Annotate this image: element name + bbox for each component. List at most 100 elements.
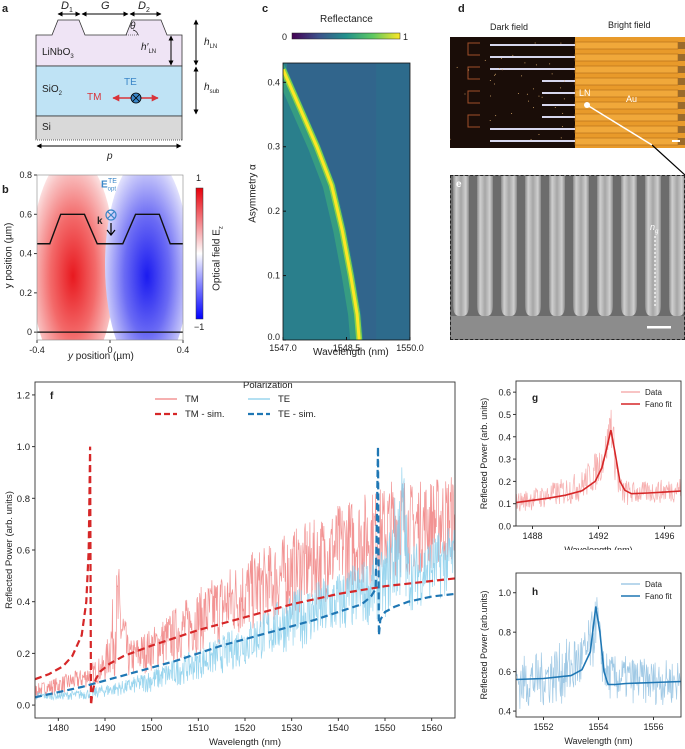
- dust-speck: [495, 115, 497, 117]
- te-field-out-of-plane-icon: [105, 209, 117, 221]
- dust-speck: [521, 75, 523, 77]
- gold-electrode-finger: [574, 53, 679, 62]
- x-axis-label: Wavelength (nm): [564, 736, 632, 746]
- electrode-pad: [678, 90, 685, 97]
- x-tick-label: 1510: [188, 723, 209, 734]
- electrode-pad: [678, 66, 685, 73]
- device-cross-section-diagram: [35, 11, 199, 149]
- scale-bar: [672, 140, 680, 142]
- x-tick-label: 1552: [533, 722, 553, 732]
- field-colorbar-max: 1: [196, 173, 202, 183]
- x-tick-label: 1540: [328, 723, 349, 734]
- k-vector-label: k: [97, 216, 103, 227]
- x-tick-label: 1560: [421, 723, 442, 734]
- legend-entry: TE - sim.: [278, 409, 316, 420]
- linbo3-label: LiNbO3: [42, 47, 74, 60]
- dust-speck: [450, 138, 451, 140]
- dust-speck: [535, 64, 537, 66]
- electrode-outline: [467, 90, 480, 104]
- dark-field-label: Dark field: [490, 22, 529, 32]
- y-axis-label: Reflected Power (arb. units): [4, 491, 15, 609]
- ln-waveguide-dark-field: [542, 116, 575, 118]
- sem-image: [450, 175, 685, 340]
- series-data-line: [516, 409, 681, 512]
- ng-label: ng: [650, 222, 659, 235]
- electrode-pad: [678, 54, 685, 61]
- te-label: TE: [124, 77, 137, 88]
- legend-entry: Data: [645, 580, 662, 589]
- x-tick-label: 1496: [654, 531, 674, 541]
- y-tick-label: 0.4: [498, 432, 511, 442]
- sem-ridge: [549, 176, 565, 316]
- ln-region-label: LN: [579, 88, 591, 98]
- y-tick-label: 0.8: [19, 170, 32, 180]
- dust-speck: [490, 95, 492, 97]
- electrode-pad: [678, 78, 685, 85]
- panel-e-label: e: [456, 179, 462, 190]
- y-tick-label: 0.0: [267, 332, 280, 342]
- series-fano-fit-line: [516, 606, 681, 686]
- positive-field-lobe: [37, 175, 115, 340]
- zoom-connector-line: [584, 102, 685, 175]
- sem-scale-bar: [647, 326, 671, 329]
- dust-speck: [524, 62, 526, 64]
- dust-speck: [538, 95, 540, 97]
- x-tick-label: 1554: [588, 722, 608, 732]
- ln-waveguide-dark-field: [542, 80, 575, 82]
- y-tick-label: 0.2: [19, 288, 32, 298]
- ln-waveguide-dark-field: [542, 104, 575, 106]
- y-tick-label: 0.4: [267, 77, 280, 87]
- electrode-outline: [467, 42, 480, 56]
- sem-ridge: [525, 176, 541, 316]
- dust-speck: [484, 59, 486, 61]
- y-tick-label: 0: [27, 327, 32, 337]
- plot-area: [35, 446, 455, 706]
- dust-speck: [500, 57, 502, 59]
- te-polarization-icon: [130, 92, 142, 104]
- panel-c-xlabel: Wavelength (nm): [313, 347, 389, 358]
- y-tick-label: 0.6: [498, 388, 511, 398]
- x-tick-label: 1530: [281, 723, 302, 734]
- panel-f-label: f: [50, 391, 54, 402]
- gold-electrode-finger: [574, 77, 679, 86]
- reflectance-colorbar-max: 1: [403, 32, 409, 42]
- dust-speck: [511, 112, 513, 114]
- e-opt-te-label: EoptTE: [101, 178, 117, 193]
- reflectance-colorbar-title: Reflectance: [320, 14, 373, 25]
- y-tick-label: 0.5: [498, 410, 511, 420]
- sem-ridge: [477, 176, 493, 316]
- dust-speck: [538, 133, 540, 135]
- theta-label: θ: [130, 21, 136, 32]
- ln-waveguide-dark-field: [490, 44, 575, 46]
- resonance-ridge: [283, 68, 361, 340]
- si-label: Si: [42, 122, 51, 133]
- ln-waveguide-dark-field: [490, 128, 575, 130]
- dust-speck: [533, 107, 535, 109]
- p-label: p: [107, 151, 113, 162]
- dust-speck: [549, 63, 551, 65]
- dust-speck: [494, 74, 496, 76]
- electrode-pad: [678, 138, 685, 145]
- y-tick-label: 1.0: [17, 442, 30, 453]
- g-label: G: [101, 0, 110, 12]
- legend-entry: Fano fit: [645, 400, 672, 409]
- h-ln-prime-label: h′LN: [141, 42, 157, 55]
- x-tick-label: 0.4: [177, 345, 190, 355]
- reflectance-colorbar: [291, 32, 401, 40]
- panel-g-label: g: [532, 393, 538, 404]
- y-tick-label: 1.2: [17, 390, 30, 401]
- electrode-pad: [678, 114, 685, 121]
- k-vector-arrow: [106, 223, 116, 236]
- y-tick-label: 1.0: [498, 588, 511, 598]
- panel-a-label: a: [2, 3, 9, 15]
- y-tick-label: 0.1: [267, 271, 280, 281]
- dust-speck: [528, 100, 530, 102]
- dust-speck: [489, 79, 491, 81]
- panel-b-xlabel: y position (µm): [68, 351, 134, 362]
- y-tick-label: 0.2: [267, 206, 280, 216]
- x-tick-label: 0: [107, 345, 112, 355]
- dust-speck: [501, 69, 503, 71]
- y-tick-label: 0.4: [498, 707, 511, 717]
- reflectance-fade-region: [376, 63, 410, 340]
- dust-speck: [564, 80, 566, 82]
